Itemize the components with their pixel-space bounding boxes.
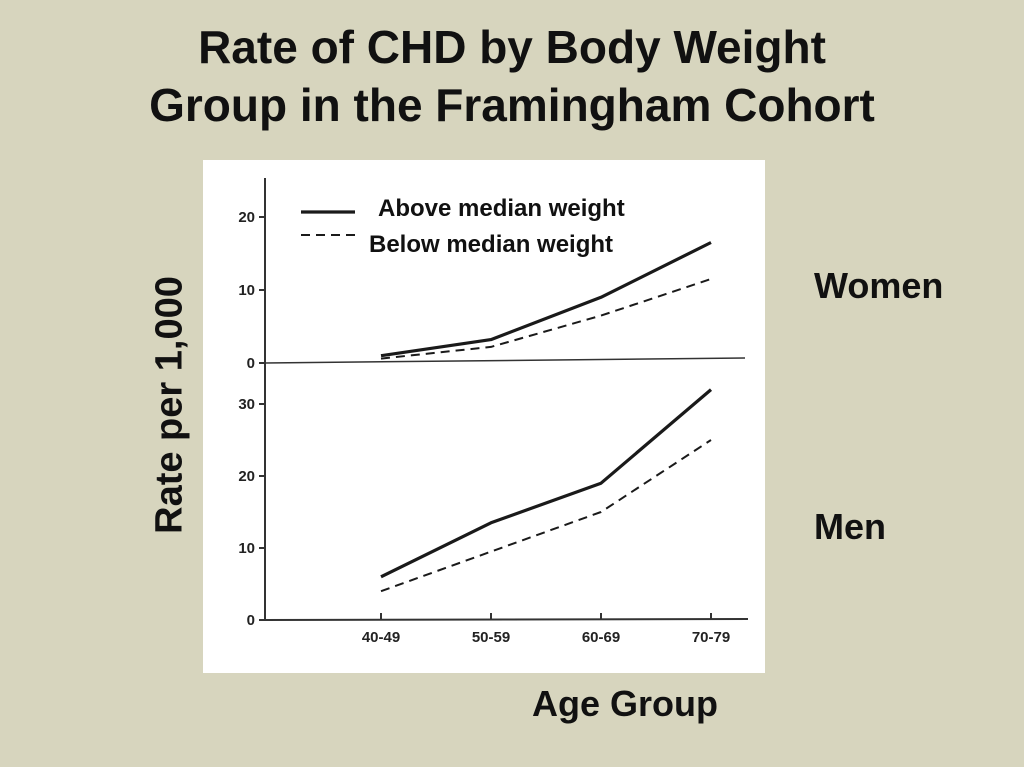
men-series-below-line <box>380 439 712 593</box>
men-ytick-label-0: 0 <box>247 612 255 629</box>
slide-title: Rate of CHD by Body Weight Group in the … <box>0 18 1024 134</box>
chart-panel: 0 10 20 0 10 20 30 40-49 50-59 60-69 70-79 Above me… <box>203 160 765 673</box>
men-ytick-label-10: 10 <box>238 540 255 557</box>
women-ytick-label-10: 10 <box>238 282 255 299</box>
x-axis-line <box>264 618 749 621</box>
legend-below-median-label: Below median weight <box>369 231 613 258</box>
legend-above-median-label: Above median weight <box>378 195 625 222</box>
xtick-label-40-49: 40-49 <box>362 629 400 646</box>
y-axis-label: Rate per 1,000 <box>148 276 191 534</box>
xtick-label-60-69: 60-69 <box>582 629 620 646</box>
men-ytick-label-30: 30 <box>238 396 255 413</box>
panel-label-men: Men <box>814 506 886 547</box>
men-series-above-line <box>380 388 713 579</box>
xtick-label-50-59: 50-59 <box>472 629 510 646</box>
chart-svg: 0 10 20 0 10 20 30 40-49 50-59 60-69 70-79 Above me… <box>238 178 749 646</box>
women-ytick-label-20: 20 <box>238 209 255 226</box>
xtick-label-70-79: 70-79 <box>692 629 730 646</box>
women-series-below-line <box>380 278 712 360</box>
women-ytick-label-0: 0 <box>247 355 255 372</box>
panel-label-women: Women <box>814 265 944 306</box>
men-ytick-label-20: 20 <box>238 468 255 485</box>
title-line-2: Group in the Framingham Cohort <box>149 79 875 131</box>
title-line-1: Rate of CHD by Body Weight <box>198 21 826 73</box>
women-baseline <box>264 357 746 364</box>
x-axis-label: Age Group <box>532 683 718 724</box>
women-series-above-line <box>380 241 712 358</box>
